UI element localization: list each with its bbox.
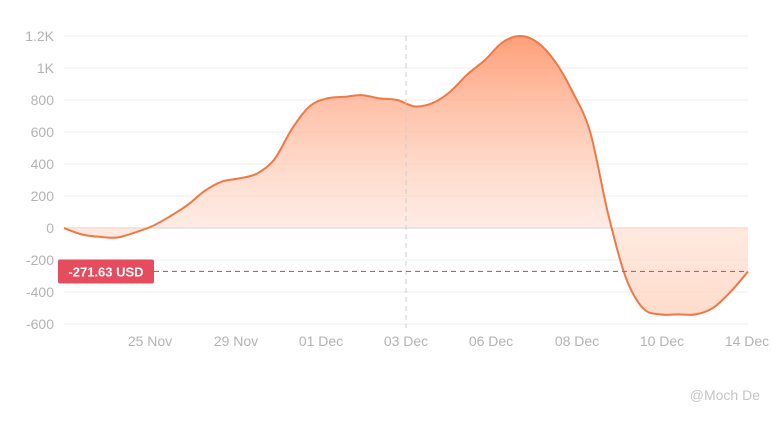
balance-series-line <box>63 35 749 316</box>
y-tick-label: 800 <box>31 92 55 108</box>
watermark: @Moch De <box>689 387 760 403</box>
current-value-label: -271.63 USD <box>68 264 143 279</box>
y-tick-label: -400 <box>26 284 54 300</box>
x-tick-label: 03 Dec <box>384 333 428 349</box>
x-tick-label: 25 Nov <box>128 333 172 349</box>
y-tick-label: 1K <box>37 60 55 76</box>
x-tick-label: 10 Dec <box>640 333 684 349</box>
y-tick-label: 200 <box>31 188 55 204</box>
x-tick-label: 14 Dec <box>725 333 769 349</box>
y-tick-label: 400 <box>31 156 55 172</box>
tick-labels: 1.2K 1K 800 600 400 200 0 -200 -400 -600 25 Nov 29 … <box>25 28 769 349</box>
y-tick-label: -200 <box>26 252 54 268</box>
current-value-badge <box>58 259 154 284</box>
chart-overlays: -271.63 USD <box>58 36 748 328</box>
x-tick-label: 08 Dec <box>555 333 599 349</box>
x-tick-label: 06 Dec <box>469 333 513 349</box>
series-line <box>63 35 749 316</box>
y-tick-label: -600 <box>26 316 54 332</box>
x-tick-label: 29 Nov <box>214 333 258 349</box>
area-below-zero <box>64 228 748 315</box>
y-tick-label: 600 <box>31 124 55 140</box>
y-tick-label: 1.2K <box>25 28 54 44</box>
y-tick-label: 0 <box>46 220 54 236</box>
x-tick-label: 01 Dec <box>299 333 343 349</box>
